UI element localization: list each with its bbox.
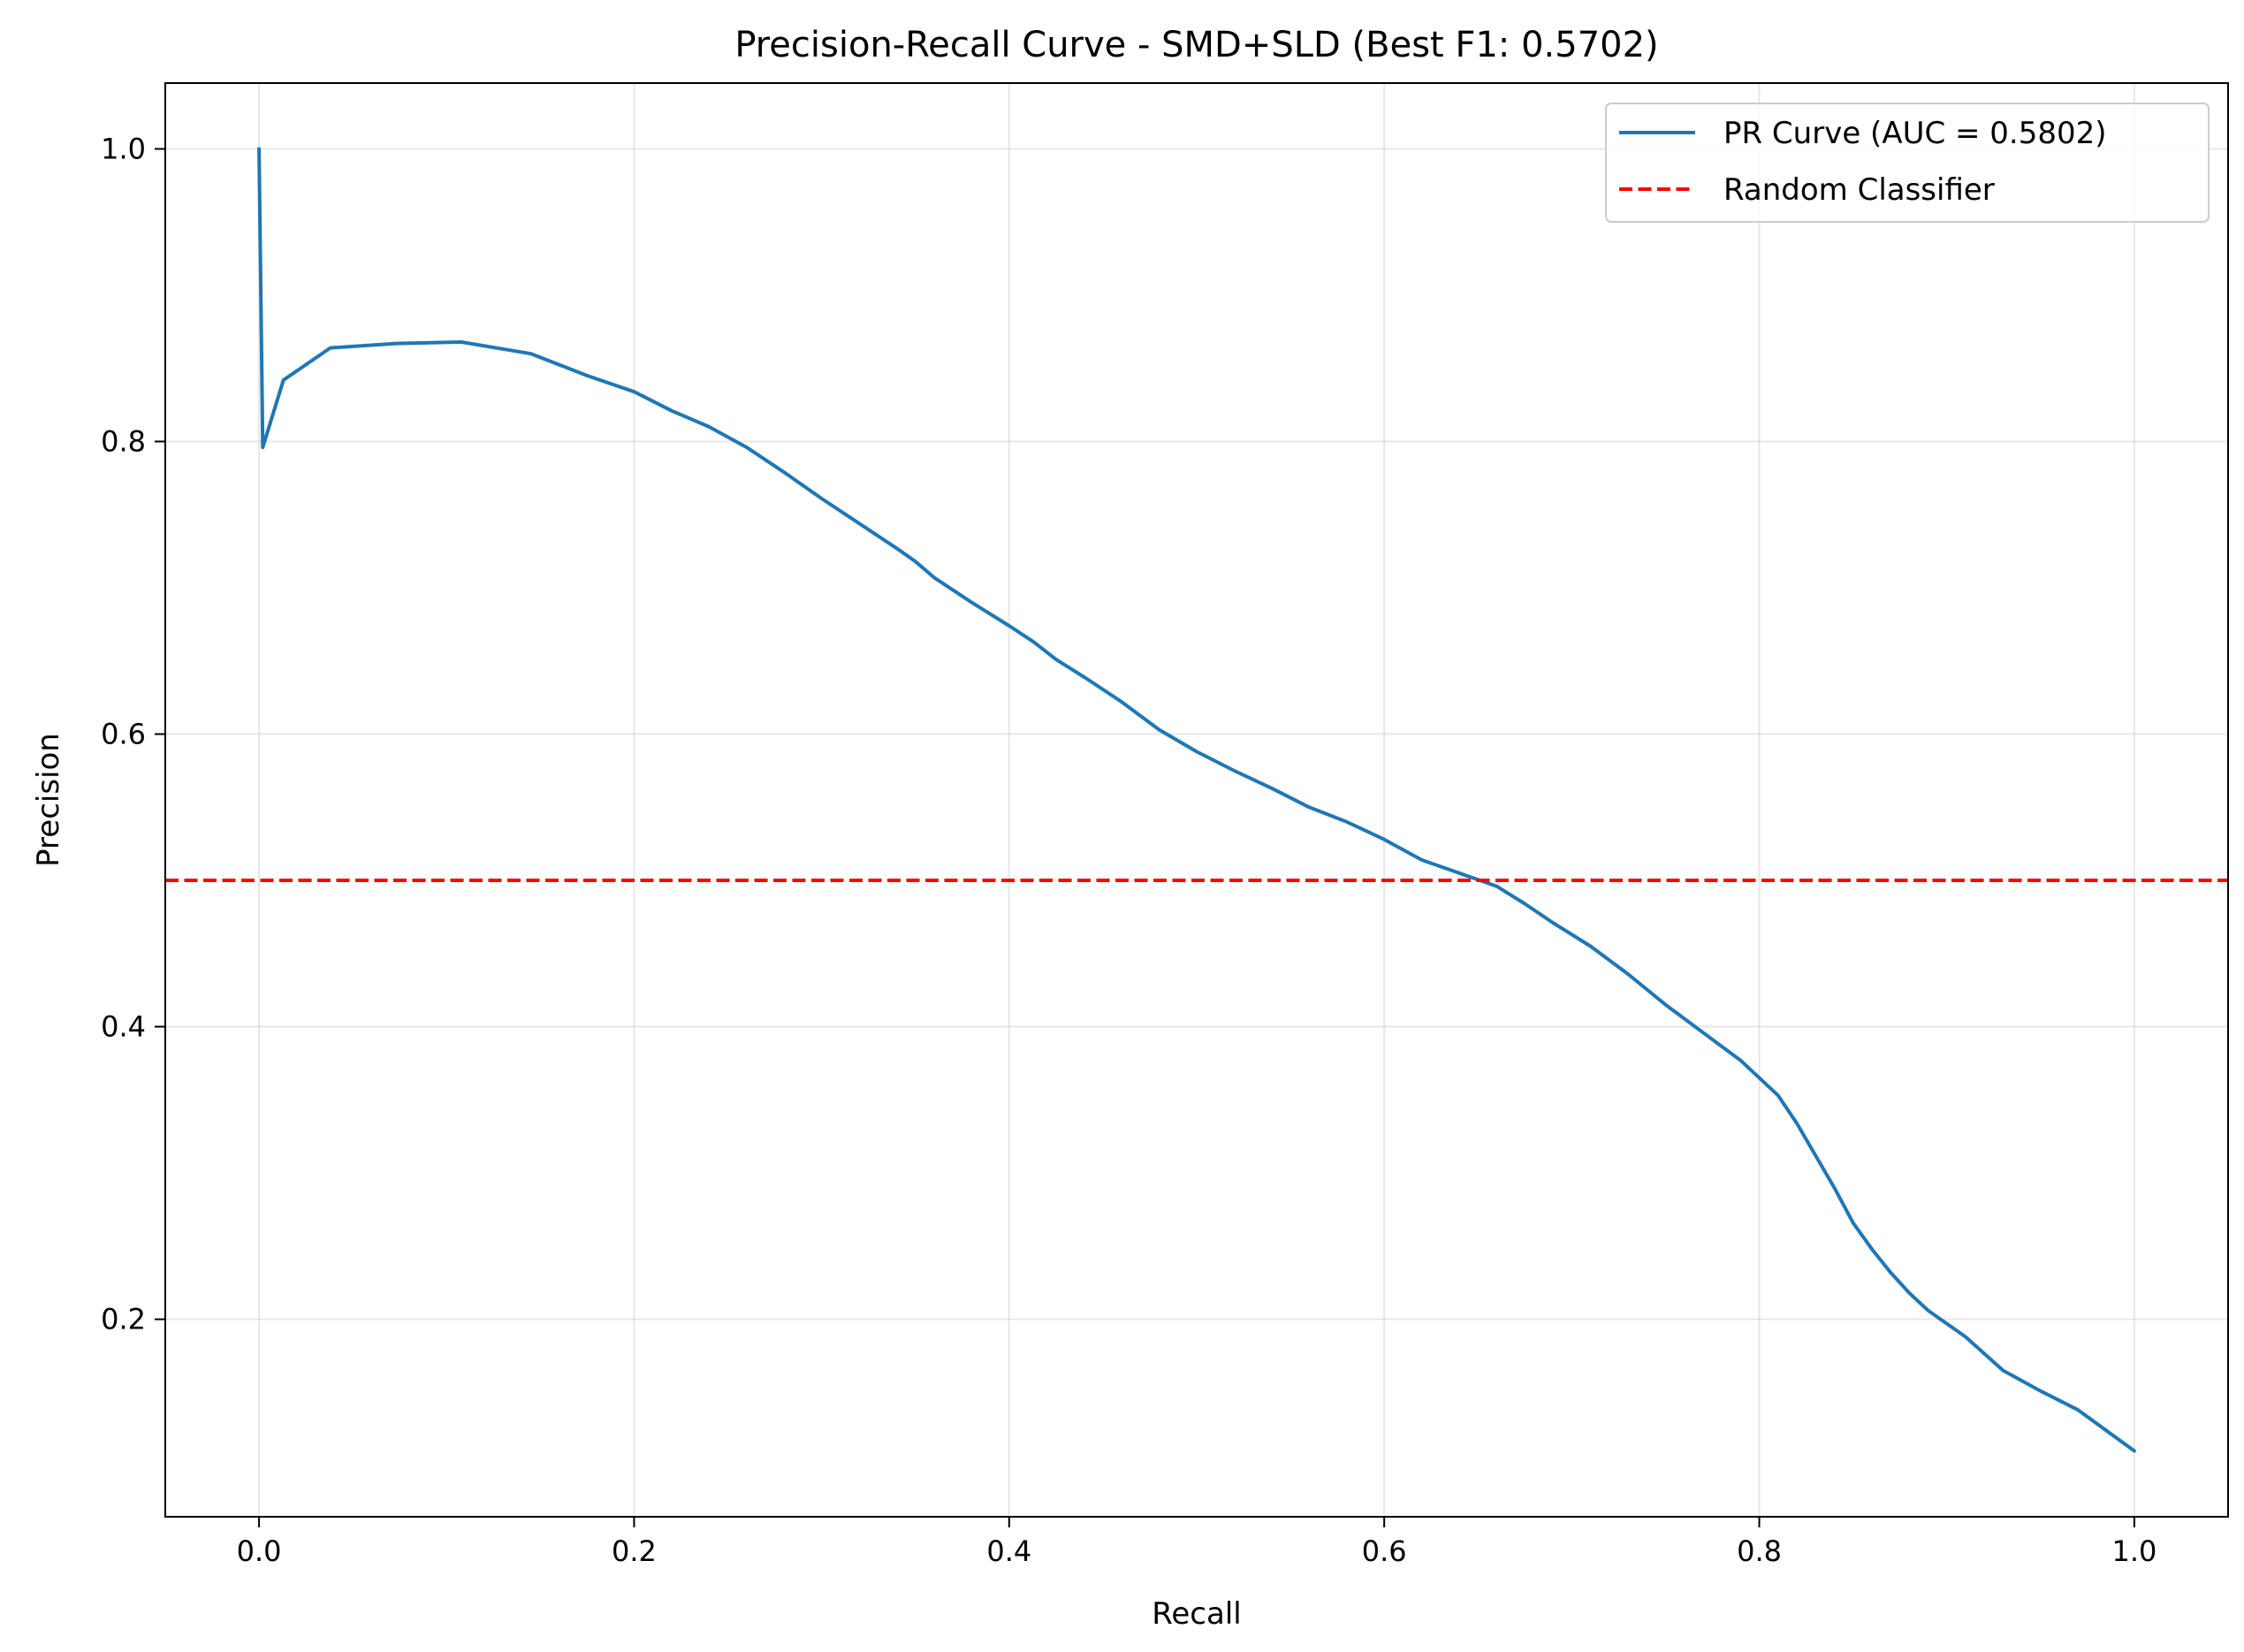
x-tick-label: 0.8 bbox=[1737, 1534, 1782, 1568]
x-axis-label: Recall bbox=[1152, 1596, 1241, 1632]
legend-box bbox=[1605, 103, 2210, 223]
legend-label: PR Curve (AUC = 0.5802) bbox=[1723, 116, 2107, 151]
legend-label: Random Classifier bbox=[1723, 172, 1995, 208]
x-tick-label: 0.2 bbox=[612, 1534, 657, 1568]
grid bbox=[165, 83, 2228, 1517]
pr-curve-line bbox=[257, 147, 2136, 1453]
series-layer bbox=[165, 147, 2228, 1453]
x-tick-label: 1.0 bbox=[2111, 1534, 2157, 1568]
ticks: 0.0 0.2 0.4 0.6 0.8 1.0 0.2 0.4 0.6 0.8 1.0 bbox=[101, 132, 2157, 1568]
y-tick-label: 0.4 bbox=[101, 1010, 146, 1044]
plot-frame bbox=[164, 82, 2229, 1518]
x-tick-label: 0.4 bbox=[986, 1534, 1031, 1568]
y-tick-label: 0.2 bbox=[101, 1303, 146, 1336]
y-tick-label: 0.6 bbox=[101, 718, 146, 751]
legend: PR Curve (AUC = 0.5802) Random Classifier bbox=[1605, 103, 2210, 223]
x-tick-label: 0.0 bbox=[237, 1534, 282, 1568]
y-tick-label: 1.0 bbox=[101, 132, 146, 165]
chart-title: Precision-Recall Curve - SMD+SLD (Best F… bbox=[734, 25, 1658, 65]
y-tick-label: 0.8 bbox=[101, 425, 146, 459]
x-tick-label: 0.6 bbox=[1362, 1534, 1407, 1568]
y-axis-label: Precision bbox=[31, 733, 66, 867]
